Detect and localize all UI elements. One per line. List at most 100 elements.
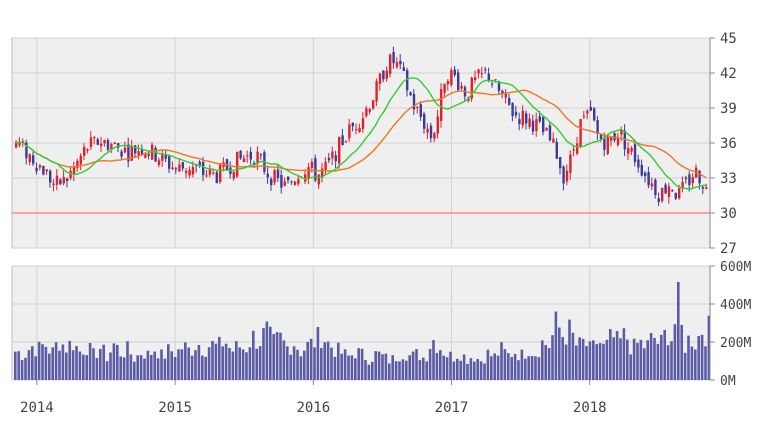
candle-down bbox=[392, 51, 395, 64]
candle-down bbox=[508, 97, 511, 105]
volume-bar bbox=[112, 343, 116, 380]
volume-bar bbox=[398, 361, 401, 380]
volume-bar bbox=[119, 356, 122, 380]
volume-bar bbox=[602, 343, 605, 380]
volume-bar bbox=[615, 331, 619, 380]
candle-down bbox=[276, 169, 280, 178]
candle-down bbox=[127, 144, 130, 162]
candle-down bbox=[671, 190, 674, 192]
candle-down bbox=[525, 113, 528, 124]
candle-up bbox=[606, 137, 609, 154]
volume-bar bbox=[286, 346, 289, 380]
candle-up bbox=[576, 143, 579, 154]
volume-bar bbox=[44, 346, 48, 380]
volume-bar bbox=[71, 350, 75, 380]
volume-bar bbox=[456, 358, 459, 380]
volume-bar bbox=[235, 341, 238, 380]
candle-up bbox=[528, 118, 531, 127]
volume-bar bbox=[490, 356, 493, 380]
volume-bar bbox=[530, 355, 534, 380]
volume-bar bbox=[75, 345, 78, 380]
candle-up bbox=[691, 177, 694, 184]
candle-up bbox=[283, 181, 286, 186]
candle-down bbox=[140, 149, 144, 155]
volume-bar bbox=[313, 347, 316, 380]
candle-up bbox=[667, 186, 671, 197]
volume-bar bbox=[177, 349, 180, 380]
candle-down bbox=[215, 172, 218, 184]
candle-up bbox=[460, 85, 463, 89]
volume-bar bbox=[408, 355, 411, 380]
volume-bar bbox=[262, 327, 265, 380]
volume-bar bbox=[102, 344, 105, 380]
volume-bar bbox=[534, 356, 537, 380]
volume-bar bbox=[473, 361, 476, 380]
volume-bar bbox=[299, 356, 303, 380]
volume-bar bbox=[626, 339, 629, 380]
candle-down bbox=[59, 179, 62, 185]
volume-bar bbox=[653, 337, 656, 380]
volume-bar bbox=[211, 340, 214, 380]
volume-bar bbox=[612, 337, 615, 380]
candle-up bbox=[62, 176, 65, 184]
candle-down bbox=[491, 83, 494, 85]
candle-up bbox=[103, 139, 106, 144]
volume-bar bbox=[279, 332, 282, 380]
candle-down bbox=[555, 141, 558, 159]
candle-down bbox=[32, 155, 35, 164]
candle-up bbox=[208, 168, 212, 175]
candle-up bbox=[552, 138, 555, 143]
candle-up bbox=[38, 164, 42, 168]
volume-bar bbox=[418, 360, 422, 380]
volume-bar bbox=[673, 324, 677, 380]
volume-bar bbox=[24, 357, 27, 380]
volume-bar bbox=[466, 363, 469, 380]
candle-up bbox=[565, 170, 569, 182]
candle-down bbox=[657, 198, 660, 202]
volume-bar bbox=[65, 352, 68, 380]
volume-bar bbox=[544, 344, 547, 380]
candle-up bbox=[317, 174, 320, 185]
volume-bar bbox=[524, 358, 527, 380]
candle-up bbox=[355, 129, 358, 131]
candle-down bbox=[589, 106, 592, 111]
volume-bar bbox=[683, 352, 687, 380]
volume-bar bbox=[99, 348, 102, 380]
volume-bar bbox=[643, 348, 646, 380]
volume-tick-label: 0M bbox=[720, 374, 736, 389]
candle-down bbox=[382, 70, 385, 80]
volume-bar bbox=[585, 346, 588, 380]
volume-bar bbox=[636, 342, 639, 380]
candle-up bbox=[385, 70, 388, 79]
volume-bar bbox=[364, 359, 367, 380]
candle-down bbox=[120, 151, 123, 157]
volume-bar bbox=[187, 347, 190, 380]
volume-bar bbox=[568, 319, 571, 380]
candle-down bbox=[596, 119, 599, 134]
volume-bar bbox=[303, 350, 306, 380]
candle-up bbox=[440, 89, 443, 121]
candle-down bbox=[423, 113, 426, 129]
volume-bar bbox=[231, 351, 235, 380]
volume-bar bbox=[167, 344, 170, 380]
volume-bar bbox=[425, 361, 428, 380]
candle-down bbox=[501, 90, 504, 94]
candle-down bbox=[412, 93, 416, 110]
volume-bar bbox=[486, 349, 490, 380]
candle-up bbox=[616, 137, 620, 145]
volume-tick-label: 600M bbox=[720, 260, 751, 275]
candle-up bbox=[307, 167, 310, 179]
candle-up bbox=[535, 119, 538, 131]
volume-bar bbox=[184, 342, 187, 380]
candle-down bbox=[266, 173, 269, 178]
candle-up bbox=[446, 81, 450, 84]
volume-bar bbox=[360, 348, 364, 380]
volume-bar bbox=[462, 354, 466, 380]
candle-up bbox=[212, 172, 215, 174]
candle-down bbox=[701, 186, 705, 189]
candle-up bbox=[178, 164, 181, 172]
candle-up bbox=[161, 153, 164, 161]
year-tick-label: 2018 bbox=[573, 400, 607, 416]
candle-down bbox=[106, 140, 110, 150]
